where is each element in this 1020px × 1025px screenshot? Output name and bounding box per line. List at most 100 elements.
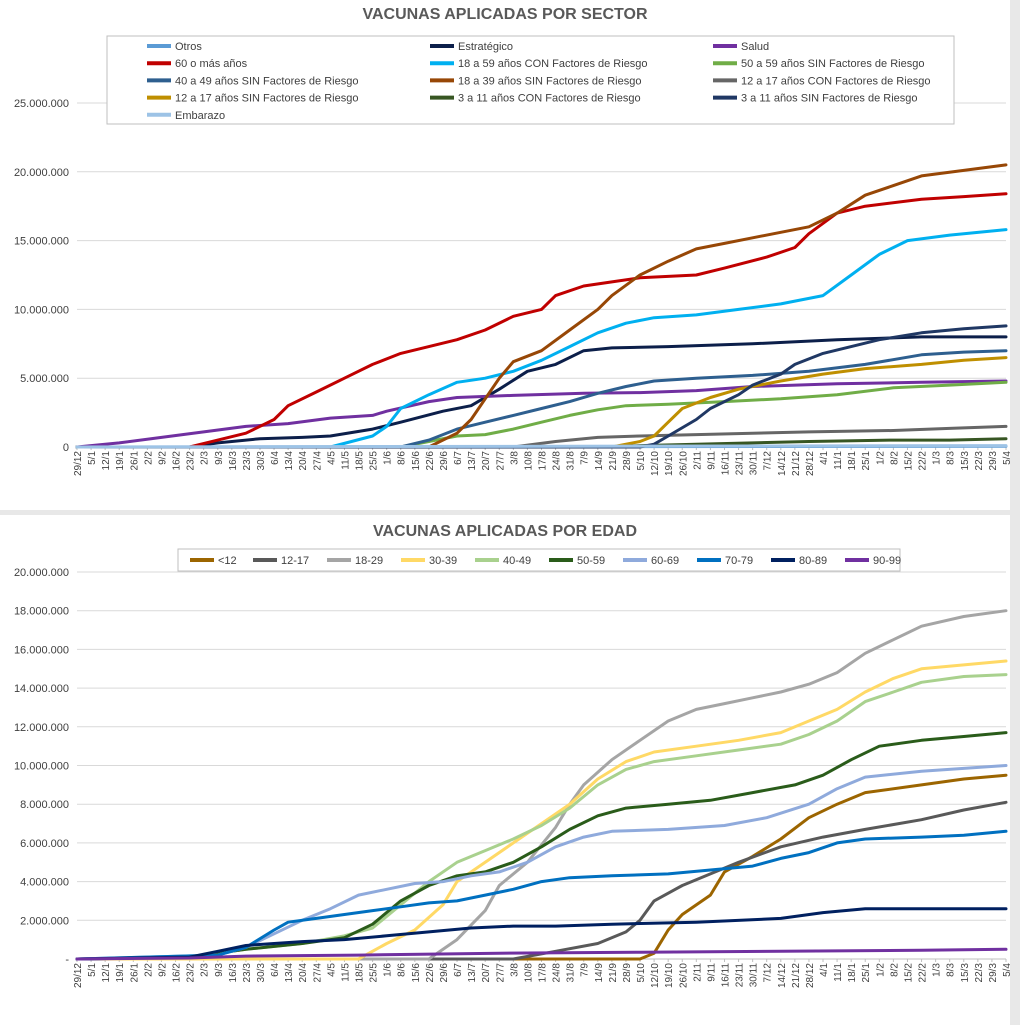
x-tick-label: 12/10 <box>650 451 661 476</box>
x-tick-label: 25/5 <box>369 963 380 983</box>
legend-label: 12-17 <box>281 555 309 567</box>
series-line <box>75 659 1008 961</box>
x-tick-label: 7/12 <box>763 963 774 983</box>
y-tick-label: 25.000.000 <box>14 98 69 110</box>
x-tick-label: 9/2 <box>157 963 168 977</box>
x-tick-label: 17/8 <box>538 451 549 471</box>
x-tick-label: 25/1 <box>861 963 872 983</box>
x-tick-label: 20/7 <box>481 451 492 471</box>
x-tick-label: 19/1 <box>115 963 126 983</box>
x-tick-label: 2/11 <box>692 451 703 470</box>
x-tick-label: 12/1 <box>101 963 112 983</box>
x-tick-label: 16/11 <box>720 963 731 988</box>
legend-label: 3 a 11 años CON Factores de Riesgo <box>458 93 641 105</box>
x-tick-label: 29/3 <box>988 451 999 471</box>
x-tick-label: 21/9 <box>608 963 619 983</box>
legend-label: 3 a 11 años SIN Factores de Riesgo <box>741 93 918 105</box>
x-tick-label: 12/10 <box>650 963 661 988</box>
x-tick-label: 21/12 <box>791 451 802 476</box>
age-chart-title: VACUNAS APLICADAS POR EDAD <box>372 523 637 540</box>
series-line <box>75 764 1008 961</box>
series-line <box>75 609 1008 961</box>
x-tick-label: 23/3 <box>242 451 253 471</box>
x-tick-label: 31/8 <box>566 963 577 983</box>
x-tick-label: 16/2 <box>172 963 183 983</box>
x-tick-label: 26/10 <box>678 963 689 988</box>
x-tick-label: 7/12 <box>763 451 774 471</box>
x-tick-label: 15/2 <box>903 963 914 983</box>
y-tick-label: 14.000.000 <box>14 683 69 695</box>
x-tick-label: 13/7 <box>467 963 478 983</box>
y-tick-label: 18.000.000 <box>14 606 69 618</box>
x-tick-label: 19/10 <box>664 451 675 476</box>
x-tick-label: 16/3 <box>228 963 239 983</box>
x-tick-label: 21/9 <box>608 451 619 471</box>
x-tick-label: 25/1 <box>861 451 872 471</box>
y-tick-label: 16.000.000 <box>14 644 69 656</box>
y-tick-label: 20.000.000 <box>14 167 69 179</box>
x-tick-label: 3/8 <box>509 963 520 977</box>
legend-label: Otros <box>175 41 202 53</box>
x-tick-label: 20/7 <box>481 963 492 983</box>
legend-box <box>177 548 901 572</box>
x-tick-label: 11/5 <box>340 451 351 470</box>
series-line <box>75 424 1008 449</box>
x-tick-label: 22/6 <box>425 963 436 983</box>
x-tick-label: 1/2 <box>875 451 886 465</box>
x-tick-label: 2/3 <box>200 451 211 465</box>
x-tick-label: 24/8 <box>552 963 563 983</box>
x-tick-label: 22/3 <box>974 451 985 471</box>
x-tick-label: 15/3 <box>960 451 971 471</box>
x-tick-label: 9/3 <box>214 963 225 977</box>
x-tick-label: 4/5 <box>326 451 337 465</box>
x-tick-label: 16/11 <box>720 451 731 476</box>
x-tick-label: 6/7 <box>453 963 464 977</box>
x-tick-label: 27/4 <box>312 451 323 471</box>
x-tick-label: 18/5 <box>355 963 366 983</box>
series-line <box>75 192 1008 449</box>
x-tick-label: 11/5 <box>340 963 351 982</box>
sector-chart-title: VACUNAS APLICADAS POR SECTOR <box>362 6 648 23</box>
x-tick-label: 8/2 <box>889 963 900 977</box>
legend-label: Estratégico <box>458 41 513 53</box>
x-tick-label: 30/3 <box>256 963 267 983</box>
legend-label: 40-49 <box>503 555 531 567</box>
x-tick-label: 18/1 <box>847 963 858 983</box>
x-tick-label: 14/12 <box>777 451 788 476</box>
x-tick-label: 5/1 <box>87 451 98 465</box>
x-tick-label: 5/4 <box>1002 451 1010 465</box>
x-tick-label: 7/9 <box>580 451 591 465</box>
x-tick-label: 8/6 <box>397 963 408 977</box>
y-tick-label: 20.000.000 <box>14 567 69 579</box>
legend-label: 12 a 17 años SIN Factores de Riesgo <box>175 93 358 105</box>
x-tick-label: 27/4 <box>312 963 323 983</box>
x-tick-label: 6/4 <box>270 451 281 465</box>
x-tick-label: 8/3 <box>946 451 957 465</box>
x-tick-label: 9/11 <box>706 451 717 470</box>
x-tick-label: 2/3 <box>200 963 211 977</box>
x-tick-label: 31/8 <box>566 451 577 471</box>
series-line <box>75 907 1008 961</box>
x-tick-label: 26/1 <box>129 451 140 471</box>
x-tick-label: 18/1 <box>847 451 858 471</box>
x-tick-label: 23/2 <box>186 963 197 983</box>
x-tick-label: 30/11 <box>749 451 760 476</box>
x-tick-label: 8/6 <box>397 451 408 465</box>
x-tick-label: 23/11 <box>735 451 746 476</box>
x-tick-label: 8/2 <box>889 451 900 465</box>
series-line <box>75 673 1008 961</box>
x-tick-label: 13/4 <box>284 451 295 471</box>
legend-label: 40 a 49 años SIN Factores de Riesgo <box>175 75 358 87</box>
x-tick-label: 1/3 <box>932 963 943 977</box>
x-tick-label: 5/4 <box>1002 963 1010 977</box>
x-tick-label: 14/9 <box>594 963 605 983</box>
y-tick-label: 10.000.000 <box>14 761 69 773</box>
x-tick-label: 1/2 <box>875 963 886 977</box>
legend-label: 80-89 <box>799 555 827 567</box>
x-tick-label: 28/9 <box>622 451 633 471</box>
series-line <box>75 380 1008 449</box>
x-tick-label: 18/5 <box>355 451 366 471</box>
series-line <box>75 800 1008 961</box>
legend-label: <12 <box>218 555 237 567</box>
series-line <box>75 163 1008 449</box>
